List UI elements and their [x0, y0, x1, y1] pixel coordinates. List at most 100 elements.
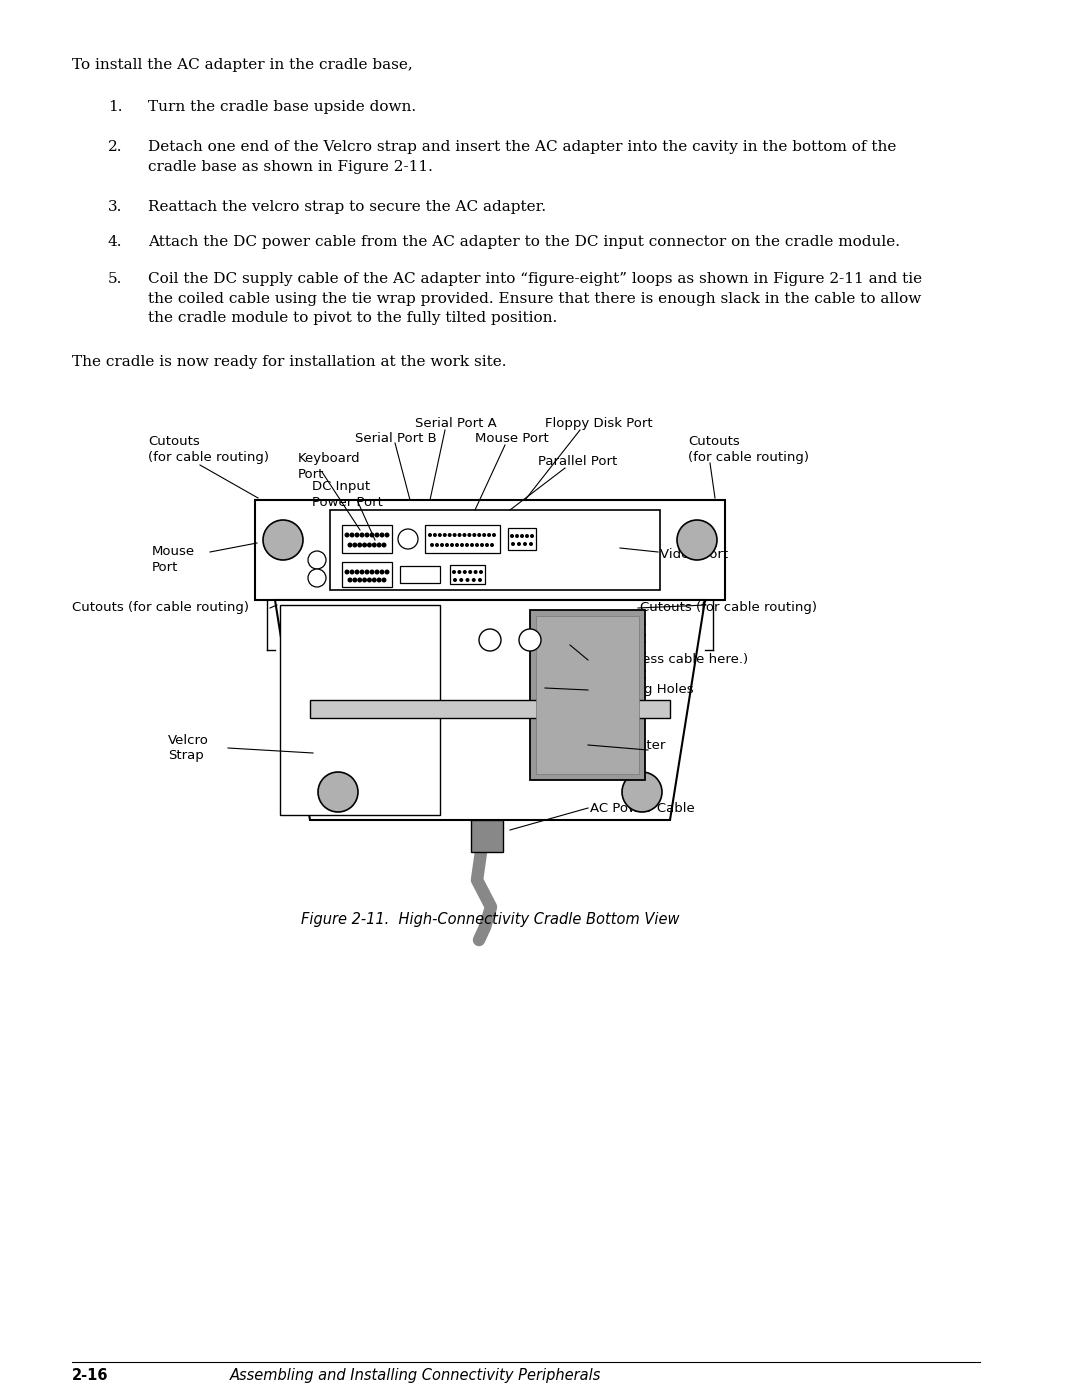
Bar: [536, 616, 639, 774]
Text: Cutouts
(for cable routing): Cutouts (for cable routing): [688, 434, 809, 464]
Circle shape: [487, 534, 491, 536]
Text: AC Adapter: AC Adapter: [590, 739, 665, 752]
Circle shape: [519, 534, 524, 538]
Circle shape: [345, 570, 350, 574]
Circle shape: [462, 534, 467, 536]
Text: (Tie excess cable here.): (Tie excess cable here.): [590, 654, 748, 666]
Circle shape: [379, 570, 384, 574]
Circle shape: [362, 577, 367, 583]
Text: Coil the DC supply cable of the AC adapter into “figure-eight” loops as shown in: Coil the DC supply cable of the AC adapt…: [148, 272, 922, 326]
Circle shape: [357, 577, 362, 583]
Circle shape: [490, 543, 494, 548]
Text: 1.: 1.: [108, 101, 122, 115]
Circle shape: [430, 543, 434, 548]
Circle shape: [480, 570, 483, 574]
Circle shape: [318, 773, 357, 812]
Circle shape: [480, 543, 484, 548]
Circle shape: [453, 578, 457, 583]
Text: 5.: 5.: [108, 272, 122, 286]
Circle shape: [677, 520, 717, 560]
Circle shape: [517, 542, 521, 546]
Circle shape: [348, 577, 352, 583]
Text: Velcro
Strap: Velcro Strap: [168, 733, 208, 763]
Circle shape: [530, 534, 534, 538]
Bar: [255, 500, 725, 599]
Circle shape: [523, 542, 527, 546]
Circle shape: [468, 534, 471, 536]
Circle shape: [350, 570, 354, 574]
Circle shape: [472, 578, 476, 583]
Circle shape: [367, 542, 372, 548]
Circle shape: [482, 534, 486, 536]
Circle shape: [372, 542, 377, 548]
Circle shape: [455, 543, 459, 548]
Text: Mouse
Port: Mouse Port: [152, 545, 195, 574]
Text: Keyboard
Port: Keyboard Port: [298, 453, 361, 481]
Bar: [426, 525, 500, 553]
Circle shape: [375, 570, 379, 574]
Circle shape: [437, 534, 442, 536]
Text: Floppy Disk Port: Floppy Disk Port: [545, 416, 652, 430]
Text: Cutouts
(for cable routing): Cutouts (for cable routing): [148, 434, 269, 464]
Circle shape: [445, 543, 449, 548]
Circle shape: [453, 570, 456, 574]
Circle shape: [510, 534, 514, 538]
Circle shape: [352, 577, 357, 583]
Bar: [471, 820, 503, 852]
Text: Cutouts (for cable routing): Cutouts (for cable routing): [72, 602, 249, 615]
Circle shape: [369, 570, 375, 574]
Circle shape: [515, 534, 519, 538]
Circle shape: [622, 773, 662, 812]
Circle shape: [492, 534, 496, 536]
Circle shape: [348, 542, 352, 548]
Circle shape: [367, 577, 372, 583]
Circle shape: [485, 543, 489, 548]
Circle shape: [470, 543, 474, 548]
Circle shape: [362, 542, 367, 548]
Circle shape: [475, 543, 480, 548]
Circle shape: [435, 543, 438, 548]
Circle shape: [433, 534, 437, 536]
Bar: [280, 605, 440, 814]
Circle shape: [369, 532, 375, 538]
Text: Cutouts (for cable routing): Cutouts (for cable routing): [640, 602, 816, 615]
Bar: [450, 564, 485, 584]
Polygon shape: [275, 599, 705, 820]
Text: Parallel Port: Parallel Port: [538, 455, 618, 468]
Bar: [310, 700, 670, 718]
Circle shape: [379, 532, 384, 538]
Circle shape: [440, 543, 444, 548]
Circle shape: [453, 534, 457, 536]
Circle shape: [352, 542, 357, 548]
Text: Mouse Port: Mouse Port: [475, 432, 549, 446]
Circle shape: [372, 577, 377, 583]
Circle shape: [459, 578, 463, 583]
Circle shape: [384, 532, 390, 538]
Text: Serial Port B: Serial Port B: [355, 432, 436, 446]
Circle shape: [350, 532, 354, 538]
Circle shape: [375, 532, 379, 538]
Circle shape: [519, 629, 541, 651]
Circle shape: [384, 570, 390, 574]
Circle shape: [469, 570, 472, 574]
Circle shape: [308, 550, 326, 569]
Circle shape: [458, 534, 461, 536]
Circle shape: [529, 542, 534, 546]
Circle shape: [478, 578, 482, 583]
Text: 2.: 2.: [108, 140, 122, 154]
Bar: [400, 566, 440, 583]
Text: To install the AC adapter in the cradle base,: To install the AC adapter in the cradle …: [72, 59, 413, 73]
Text: Video Port: Video Port: [660, 548, 728, 562]
Circle shape: [399, 529, 418, 549]
Circle shape: [264, 520, 303, 560]
Text: 4.: 4.: [108, 235, 122, 249]
Circle shape: [381, 577, 387, 583]
Circle shape: [474, 570, 477, 574]
Circle shape: [381, 542, 387, 548]
Text: Detach one end of the Velcro strap and insert the AC adapter into the cavity in : Detach one end of the Velcro strap and i…: [148, 140, 896, 173]
Text: The cradle is now ready for installation at the work site.: The cradle is now ready for installation…: [72, 355, 507, 369]
Text: Assembling and Installing Connectivity Peripherals: Assembling and Installing Connectivity P…: [230, 1368, 602, 1383]
Circle shape: [448, 534, 451, 536]
Circle shape: [357, 542, 362, 548]
Text: 2-16: 2-16: [72, 1368, 108, 1383]
